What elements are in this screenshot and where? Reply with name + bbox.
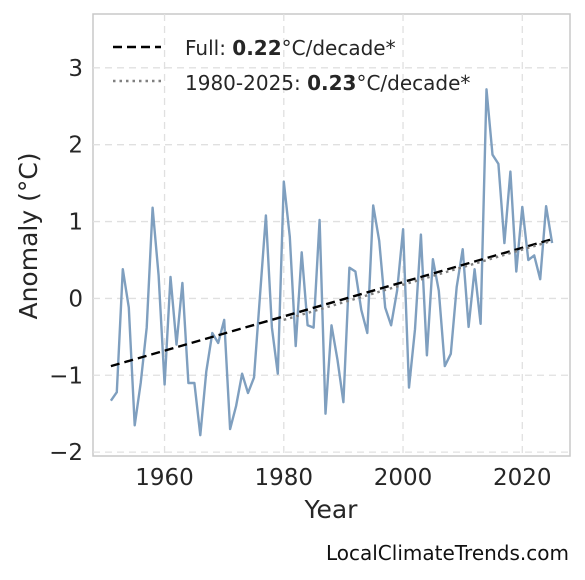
- trend-line-1980-2025: [283, 239, 553, 322]
- legend-1980-2025-label: 1980-2025:: [185, 71, 307, 95]
- x-ticks: 1960 1980 2000 2020: [135, 465, 551, 491]
- x-tick-label: 2000: [374, 465, 433, 491]
- y-axis-title: Anomaly (°C): [14, 152, 43, 319]
- y-tick-label: 3: [68, 56, 83, 82]
- y-tick-label: −2: [49, 440, 83, 466]
- x-axis-title: Year: [304, 495, 359, 524]
- y-ticks: −2 −1 0 1 2 3: [49, 56, 83, 466]
- legend-1980-2025-unit: °C/decade*: [356, 71, 470, 95]
- legend: Full: 0.22°C/decade* 1980-2025: 0.23°C/d…: [113, 36, 470, 95]
- y-tick-label: −1: [49, 363, 83, 389]
- legend-full-value: 0.22: [232, 36, 281, 60]
- trend-line-full: [110, 238, 553, 368]
- legend-full-unit: °C/decade*: [282, 36, 396, 60]
- legend-full-label: Full:: [185, 36, 232, 60]
- watermark: LocalClimateTrends.com: [326, 541, 569, 565]
- x-tick-label: 2020: [493, 465, 552, 491]
- series-layer: [109, 88, 554, 437]
- plot-background: [92, 13, 571, 457]
- x-tick-label: 1960: [135, 465, 194, 491]
- anomaly-series-line: [109, 88, 554, 437]
- legend-entry-1980-2025: 1980-2025: 0.23°C/decade*: [185, 71, 470, 95]
- y-tick-label: 1: [68, 210, 83, 236]
- x-tick-label: 1980: [255, 465, 314, 491]
- legend-entry-full: Full: 0.22°C/decade*: [185, 36, 396, 60]
- y-tick-label: 2: [68, 133, 83, 159]
- legend-1980-2025-value: 0.23: [307, 71, 356, 95]
- y-tick-label: 0: [68, 286, 83, 312]
